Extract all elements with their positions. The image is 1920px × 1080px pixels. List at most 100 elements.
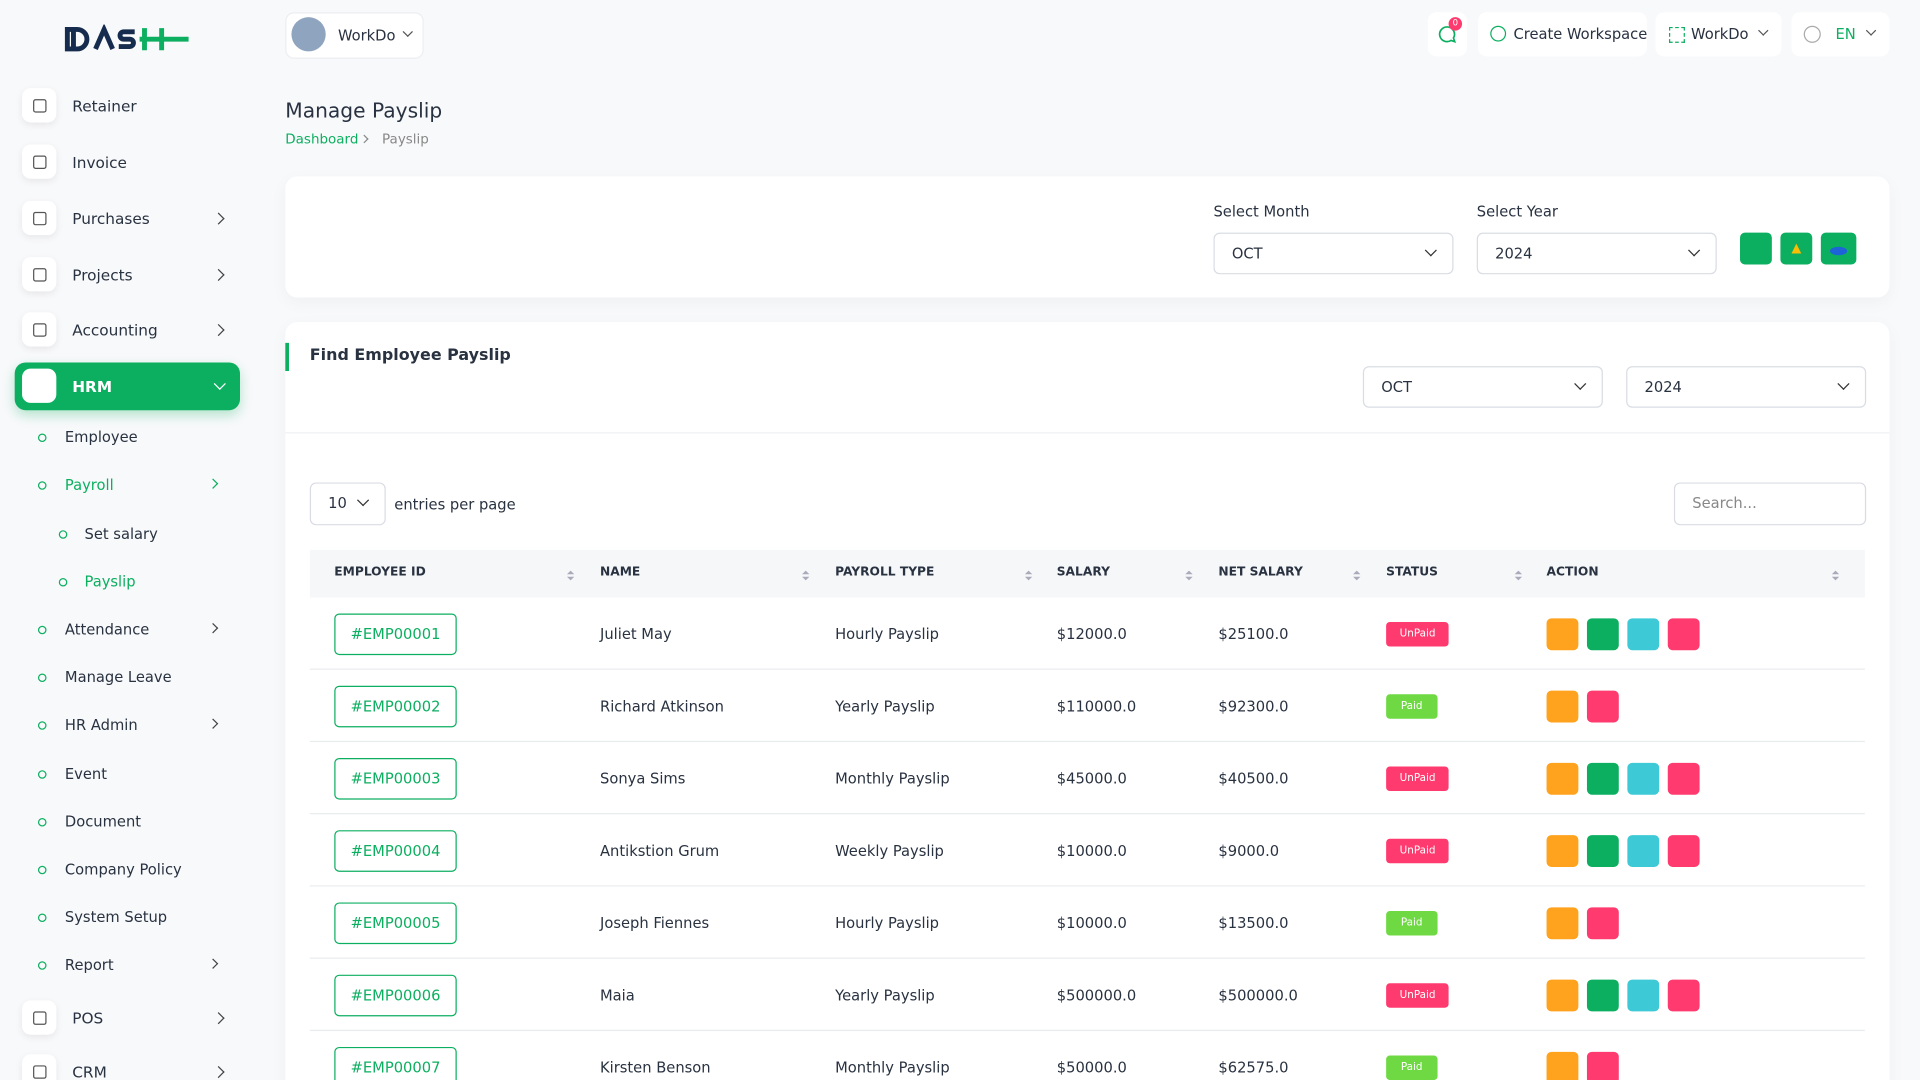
year-select[interactable]: 2024 <box>1626 366 1867 408</box>
hrm-active[interactable]: HRM <box>14 362 241 411</box>
month-select[interactable]: OCT <box>1213 232 1454 275</box>
action-button[interactable] <box>1667 762 1700 795</box>
create-workspace[interactable]: Create Workspace <box>1477 12 1647 57</box>
onedrive-button[interactable] <box>1820 232 1857 265</box>
sort-icon <box>566 567 575 575</box>
bullet <box>58 530 68 539</box>
cell: $13500.0 <box>1218 914 1289 932</box>
sort-icon <box>1831 567 1840 575</box>
search-placeholder: Search... <box>1692 494 1757 512</box>
action-button[interactable] <box>1546 762 1579 795</box>
column-header[interactable]: SALARY <box>1056 565 1110 580</box>
nav-item[interactable]: Purchases <box>72 209 150 228</box>
crm-icon <box>22 1054 57 1080</box>
nav-subitem[interactable]: Report <box>64 956 114 974</box>
language-menu[interactable]: EN <box>1791 12 1890 57</box>
employee-id-button[interactable]: #EMP00001 <box>334 612 457 655</box>
nav-subitem[interactable]: Employee <box>64 428 138 446</box>
search-input[interactable]: Search... <box>1673 482 1867 526</box>
action-button[interactable] <box>1627 978 1660 1011</box>
nav-subitem[interactable]: Event <box>64 765 108 783</box>
action-button[interactable] <box>1586 834 1619 867</box>
month-select[interactable]: OCT <box>1362 366 1603 408</box>
nav-subitem[interactable]: Attendance <box>64 620 150 638</box>
employee-id-button[interactable]: #EMP00003 <box>334 757 457 799</box>
action-button[interactable] <box>1627 834 1660 867</box>
messages[interactable]: 0 <box>1427 12 1467 57</box>
nav-item[interactable]: Invoice <box>72 153 127 172</box>
action-button[interactable] <box>1546 834 1579 867</box>
nav-item[interactable]: Projects <box>72 265 133 285</box>
row-divider <box>309 668 1865 670</box>
column-header[interactable]: STATUS <box>1386 565 1439 580</box>
nav-item: HRM <box>72 377 113 396</box>
column-header[interactable]: ACTION <box>1546 565 1599 580</box>
nav-subitem[interactable]: Payslip <box>84 573 136 591</box>
cell: $40500.0 <box>1218 769 1289 787</box>
workspace-switcher[interactable]: WorkDo <box>285 12 424 59</box>
nav-subitem[interactable]: HR Admin <box>64 716 138 734</box>
nav-item[interactable]: Retainer <box>72 96 137 116</box>
bullet <box>37 817 47 827</box>
nav-subitem[interactable]: Document <box>64 813 142 831</box>
action-button[interactable] <box>1586 690 1619 722</box>
bullet <box>37 481 47 490</box>
action-button[interactable] <box>1546 906 1579 939</box>
nav-subitem[interactable]: Company Policy <box>64 860 182 878</box>
action-button[interactable] <box>1667 834 1700 867</box>
action-button[interactable] <box>1586 1051 1619 1080</box>
action-button[interactable] <box>1586 978 1619 1011</box>
employee-id-button[interactable]: #EMP00004 <box>334 829 457 872</box>
year-select[interactable]: 2024 <box>1476 232 1717 275</box>
cell: $45000.0 <box>1056 769 1127 787</box>
action-button[interactable] <box>1667 978 1700 1011</box>
employee-id-button[interactable]: #EMP00002 <box>334 685 457 727</box>
bullet <box>37 433 47 443</box>
month-value: OCT <box>1381 378 1413 396</box>
cell: Yearly Payslip <box>835 986 935 1004</box>
action-button[interactable] <box>1546 978 1579 1011</box>
page-title: Manage Payslip <box>285 99 443 123</box>
nav-item[interactable]: Accounting <box>72 320 158 340</box>
action-button[interactable] <box>1667 617 1700 650</box>
nav-item[interactable]: POS <box>72 1008 104 1028</box>
cell: Hourly Payslip <box>835 625 940 643</box>
export-button[interactable] <box>1740 232 1772 265</box>
chevron <box>212 1065 225 1079</box>
column-header[interactable]: EMPLOYEE ID <box>334 565 426 580</box>
action-button[interactable] <box>1627 762 1660 795</box>
action-button[interactable] <box>1586 906 1619 939</box>
breadcrumb-link[interactable]: Dashboard <box>285 131 359 147</box>
cell: $50000.0 <box>1056 1058 1127 1076</box>
nav-subitem[interactable]: Payroll <box>64 476 114 494</box>
sort-icon <box>1353 567 1361 575</box>
action-button[interactable] <box>1627 617 1660 650</box>
user-name: WorkDo <box>1691 25 1749 43</box>
employee-id-button[interactable]: #EMP00005 <box>334 901 457 944</box>
column-header[interactable]: PAYROLL TYPE <box>835 565 935 580</box>
sort-icon <box>1353 576 1361 584</box>
filter-card: Select Month OCT Select Year 2024 <box>285 176 1890 298</box>
action-button[interactable] <box>1546 690 1579 722</box>
bullet <box>37 770 47 779</box>
cell: Yearly Payslip <box>835 697 935 715</box>
employee-id-button[interactable]: #EMP00007 <box>334 1046 457 1080</box>
action-button[interactable] <box>1546 1051 1579 1080</box>
nav-subitem[interactable]: Manage Leave <box>64 668 172 686</box>
drive-button[interactable] <box>1780 232 1813 265</box>
column-header[interactable]: NAME <box>600 565 641 580</box>
cell: $500000.0 <box>1218 986 1298 1004</box>
month-label: Select Month <box>1213 203 1310 221</box>
nav-subitem[interactable]: System Setup <box>64 908 168 926</box>
nav-item[interactable]: CRM <box>72 1062 107 1080</box>
user-menu[interactable]: WorkDo <box>1655 12 1782 57</box>
year-label: Select Year <box>1476 203 1558 221</box>
action-button[interactable] <box>1546 617 1579 650</box>
employee-id-button[interactable]: #EMP00006 <box>334 974 457 1016</box>
action-button[interactable] <box>1586 617 1619 650</box>
entries-select[interactable]: 10 <box>309 482 386 526</box>
action-button[interactable] <box>1586 762 1619 795</box>
globe-icon <box>1803 25 1821 43</box>
column-header[interactable]: NET SALARY <box>1218 565 1303 580</box>
nav-subitem[interactable]: Set salary <box>84 525 158 543</box>
